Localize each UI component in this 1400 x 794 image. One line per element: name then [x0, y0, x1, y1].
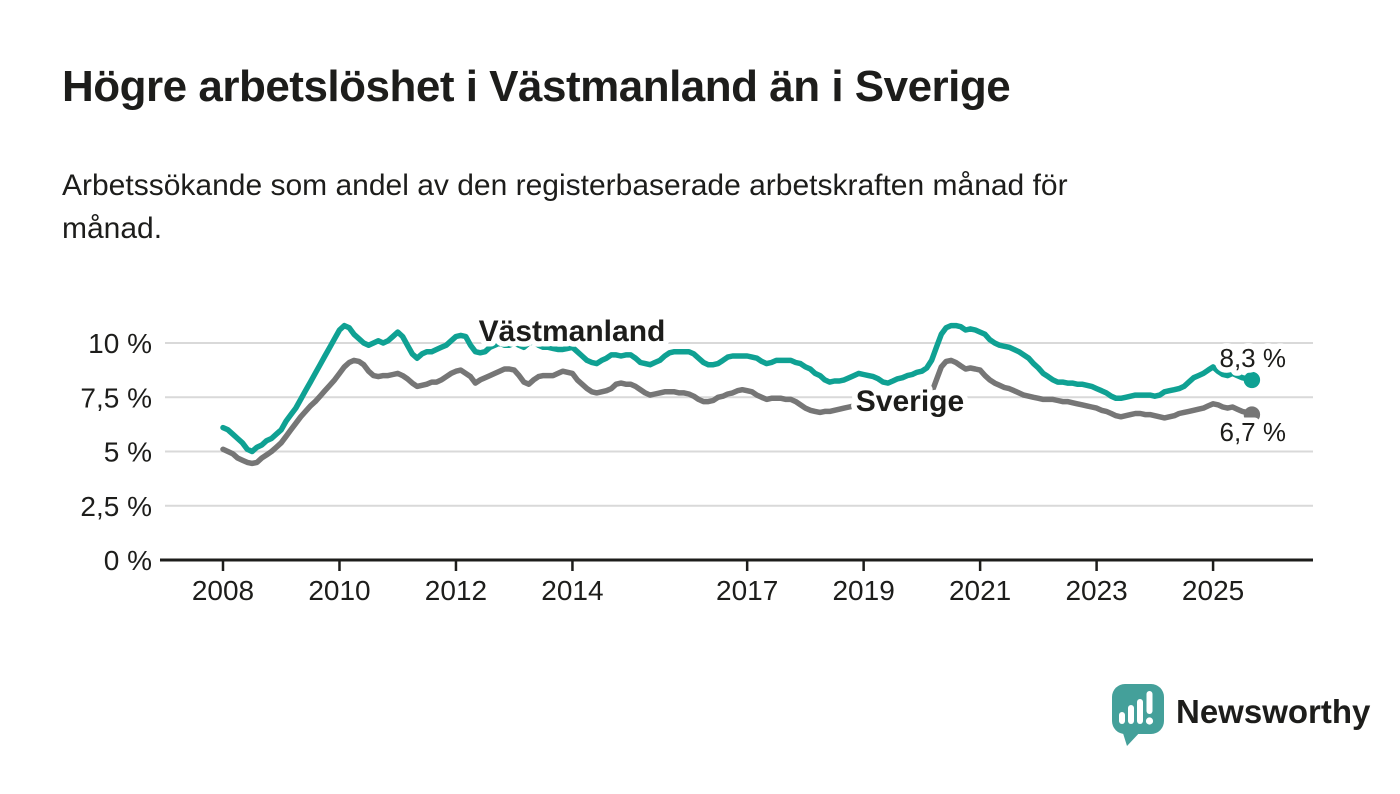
y-axis-labels: 0 % 2,5 % 5 % 7,5 % 10 % — [80, 328, 152, 576]
end-dot-sverige — [1243, 406, 1261, 423]
y-tick-label: 7,5 % — [80, 382, 152, 413]
series-label-vastmanland: Västmanland — [479, 315, 666, 348]
page-title: Högre arbetslöshet i Västmanland än i Sv… — [62, 62, 1011, 111]
x-tick-label: 2010 — [308, 575, 370, 606]
x-tick-label: 2023 — [1065, 575, 1127, 606]
series-end-dots — [1243, 371, 1261, 423]
y-tick-label: 0 % — [104, 545, 152, 576]
subtitle-line-1: Arbetssökande som andel av den registerb… — [62, 169, 1068, 202]
x-tick-label: 2021 — [949, 575, 1011, 606]
x-tick-label: 2014 — [541, 575, 603, 606]
series-label-sverige: Sverige — [856, 385, 964, 418]
line-västmanland — [220, 322, 1255, 455]
line-sverige — [220, 357, 1255, 467]
newsworthy-wordmark: Newsworthy — [1176, 693, 1371, 730]
x-tick-label: 2012 — [425, 575, 487, 606]
x-tick-label: 2017 — [716, 575, 778, 606]
y-tick-label: 10 % — [88, 328, 152, 359]
page-subtitle: Arbetssökande som andel av den registerb… — [62, 164, 1068, 250]
end-dot-västmanland — [1243, 371, 1261, 389]
y-tick-label: 2,5 % — [80, 491, 152, 522]
x-axis: 2008 2010 2012 2014 2017 2019 2021 2023 2025 — [160, 558, 1313, 606]
x-tick-label: 2025 — [1182, 575, 1244, 606]
newsworthy-icon — [1112, 684, 1164, 746]
subtitle-line-2: månad. — [62, 212, 163, 245]
y-tick-label: 5 % — [104, 437, 152, 468]
end-value-label-vastmanland: 8,3 % — [1220, 343, 1287, 373]
x-tick-label: 2008 — [192, 575, 254, 606]
newsworthy-logo: Newsworthy — [1112, 684, 1371, 746]
end-value-label-sverige: 6,7 % — [1220, 417, 1287, 447]
gridlines — [165, 342, 1313, 507]
x-tick-label: 2019 — [832, 575, 894, 606]
series-lines — [220, 322, 1255, 467]
